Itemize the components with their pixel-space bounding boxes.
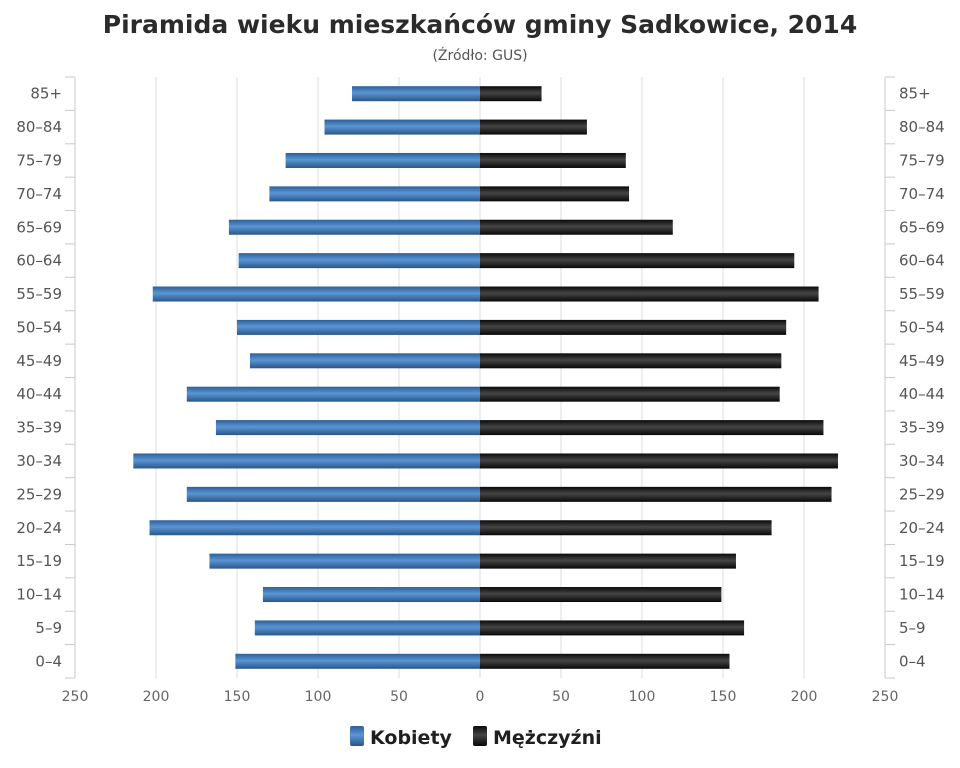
category-label-right: 75–79 xyxy=(899,151,945,169)
category-label-left: 10–14 xyxy=(16,586,62,604)
bar-mezczyzni[interactable] xyxy=(480,186,630,202)
x-tick-label: 50 xyxy=(390,689,408,705)
category-label-right: 0–4 xyxy=(899,652,926,670)
legend[interactable]: Kobiety Mężczyźni xyxy=(350,726,602,749)
chart-subtitle: (Źródło: GUS) xyxy=(432,46,527,64)
category-labels: 85+ 85+ 80–84 80–84 75–79 75–79 70–74 70–74 65–6… xyxy=(16,85,944,671)
bar-mezczyzni[interactable] xyxy=(480,86,542,102)
legend-swatch-kobiety xyxy=(350,726,364,746)
category-label-right: 85+ xyxy=(899,85,931,103)
bar-kobiety[interactable] xyxy=(238,253,480,269)
category-label-right: 5–9 xyxy=(899,619,926,637)
category-label-left: 45–49 xyxy=(16,352,62,370)
bar-kobiety[interactable] xyxy=(324,119,480,135)
category-label-left: 0–4 xyxy=(35,652,62,670)
bar-kobiety[interactable] xyxy=(215,420,480,436)
category-label-right: 80–84 xyxy=(899,118,945,136)
bar-mezczyzni[interactable] xyxy=(480,286,819,302)
bar-kobiety[interactable] xyxy=(186,486,480,502)
bar-kobiety[interactable] xyxy=(352,86,480,102)
x-tick-label: 150 xyxy=(710,689,737,705)
legend-label-mezczyzni: Mężczyźni xyxy=(493,727,602,749)
category-label-right: 50–54 xyxy=(899,318,945,336)
x-tick-label: 100 xyxy=(305,689,332,705)
category-label-left: 40–44 xyxy=(16,385,62,403)
bar-mezczyzni[interactable] xyxy=(480,119,587,135)
bar-mezczyzni[interactable] xyxy=(480,453,839,469)
category-label-right: 40–44 xyxy=(899,385,945,403)
category-label-right: 30–34 xyxy=(899,452,945,470)
bar-kobiety[interactable] xyxy=(237,319,480,335)
bar-mezczyzni[interactable] xyxy=(480,653,730,669)
category-label-left: 35–39 xyxy=(16,419,62,437)
bar-mezczyzni[interactable] xyxy=(480,319,787,335)
category-label-left: 55–59 xyxy=(16,285,62,303)
category-label-left: 5–9 xyxy=(35,619,62,637)
category-label-left: 65–69 xyxy=(16,218,62,236)
bar-kobiety[interactable] xyxy=(262,587,480,603)
bar-kobiety[interactable] xyxy=(149,520,480,536)
bars xyxy=(133,86,839,669)
bar-mezczyzni[interactable] xyxy=(480,253,795,269)
bar-mezczyzni[interactable] xyxy=(480,152,626,168)
category-label-left: 15–19 xyxy=(16,552,62,570)
bar-kobiety[interactable] xyxy=(209,553,480,569)
category-label-right: 20–24 xyxy=(899,519,945,537)
grid-lines xyxy=(155,77,805,678)
category-label-left: 25–29 xyxy=(16,485,62,503)
x-tick-label: 250 xyxy=(62,689,89,705)
bar-mezczyzni[interactable] xyxy=(480,420,824,436)
legend-item-mezczyzni[interactable]: Mężczyźni xyxy=(473,726,602,749)
bar-mezczyzni[interactable] xyxy=(480,386,780,402)
category-label-left: 85+ xyxy=(30,85,62,103)
category-label-left: 80–84 xyxy=(16,118,62,136)
bar-mezczyzni[interactable] xyxy=(480,486,832,502)
x-tick-label: 250 xyxy=(872,689,899,705)
category-label-right: 15–19 xyxy=(899,552,945,570)
legend-label-kobiety: Kobiety xyxy=(370,727,453,749)
bar-kobiety[interactable] xyxy=(133,453,480,469)
x-tick-label: 200 xyxy=(791,689,818,705)
legend-swatch-mezczyzni xyxy=(473,726,487,746)
x-tick-label: 200 xyxy=(143,689,170,705)
bar-kobiety[interactable] xyxy=(269,186,480,202)
bar-mezczyzni[interactable] xyxy=(480,587,722,603)
bar-kobiety[interactable] xyxy=(152,286,480,302)
bar-kobiety[interactable] xyxy=(249,353,480,369)
category-label-right: 65–69 xyxy=(899,218,945,236)
x-tick-labels: 250 200 150 100 50 0 50 100 150 200 250 xyxy=(62,689,899,705)
category-label-right: 35–39 xyxy=(899,419,945,437)
category-label-left: 50–54 xyxy=(16,318,62,336)
x-tick-label: 150 xyxy=(224,689,251,705)
bar-kobiety[interactable] xyxy=(186,386,480,402)
category-label-right: 55–59 xyxy=(899,285,945,303)
bar-kobiety[interactable] xyxy=(228,219,480,235)
x-tick-label: 50 xyxy=(552,689,570,705)
axes xyxy=(65,76,895,679)
category-label-left: 30–34 xyxy=(16,452,62,470)
x-tick-label: 0 xyxy=(476,689,485,705)
category-label-left: 60–64 xyxy=(16,252,62,270)
legend-item-kobiety[interactable]: Kobiety xyxy=(350,726,453,749)
bar-kobiety[interactable] xyxy=(235,653,480,669)
x-tick-label: 100 xyxy=(629,689,656,705)
category-label-left: 70–74 xyxy=(16,185,62,203)
bar-kobiety[interactable] xyxy=(254,620,480,636)
bar-mezczyzni[interactable] xyxy=(480,219,673,235)
category-label-right: 45–49 xyxy=(899,352,945,370)
bar-mezczyzni[interactable] xyxy=(480,353,782,369)
category-label-left: 20–24 xyxy=(16,519,62,537)
category-label-right: 25–29 xyxy=(899,485,945,503)
category-label-right: 70–74 xyxy=(899,185,945,203)
category-label-left: 75–79 xyxy=(16,151,62,169)
category-label-right: 10–14 xyxy=(899,586,945,604)
bar-mezczyzni[interactable] xyxy=(480,620,745,636)
bar-mezczyzni[interactable] xyxy=(480,553,736,569)
category-label-right: 60–64 xyxy=(899,252,945,270)
bar-kobiety[interactable] xyxy=(285,152,480,168)
bar-mezczyzni[interactable] xyxy=(480,520,772,536)
chart-title: Piramida wieku mieszkańców gminy Sadkowi… xyxy=(103,10,857,39)
